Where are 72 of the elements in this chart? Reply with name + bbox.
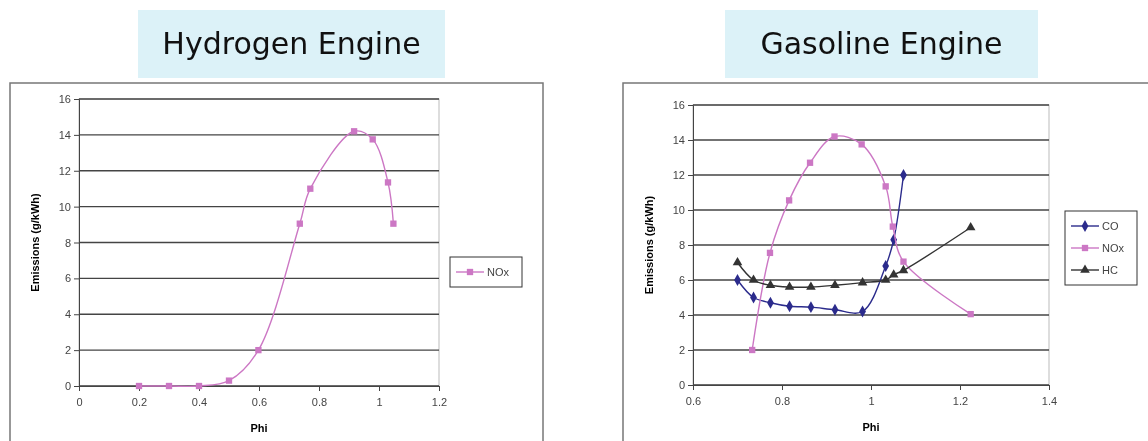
point [880, 274, 891, 283]
y-tick-label: 12 [58, 164, 71, 177]
x-tick-label: 0.6 [685, 395, 702, 408]
y-tick-label: 10 [58, 200, 71, 213]
y-tick-label: 12 [672, 169, 685, 182]
point [888, 269, 899, 278]
x-tick-label: 1 [376, 396, 383, 409]
point [390, 220, 397, 227]
point [898, 264, 909, 274]
x-tick-label: 0.8 [774, 395, 791, 408]
y-axis-title: Emissions (g/kWh) [29, 192, 41, 292]
x-tick-label: 0.8 [311, 396, 328, 409]
y-tick-label: 4 [678, 309, 685, 322]
point [255, 346, 262, 354]
y-tick-label: 10 [672, 204, 685, 217]
legend-label: HC [1102, 264, 1118, 276]
legend-label: CO [1102, 220, 1119, 232]
y-tick-label: 16 [672, 99, 685, 112]
point [784, 281, 795, 290]
x-tick-label: 1.2 [952, 395, 969, 408]
x-tick-label: 0 [76, 396, 83, 409]
x-axis-title: Phi [250, 422, 268, 434]
point [766, 249, 774, 257]
point [749, 346, 756, 354]
point [296, 220, 303, 227]
y-tick-label: 14 [672, 134, 685, 147]
x-tick-label: 1.4 [1041, 395, 1058, 408]
point [748, 274, 759, 283]
point [307, 185, 314, 192]
y-tick-label: 8 [64, 236, 71, 249]
point [831, 133, 838, 140]
point [830, 279, 840, 289]
point [765, 279, 776, 289]
point [806, 159, 814, 166]
chart-title: Hydrogen Engine [138, 10, 445, 78]
y-tick-label: 8 [678, 239, 685, 252]
point [967, 310, 974, 318]
x-axis-title: Phi [862, 421, 880, 433]
point [135, 382, 143, 390]
y-tick-label: 6 [64, 272, 71, 285]
point [732, 256, 743, 266]
chart-title: Gasoline Engine [725, 10, 1038, 78]
point [785, 197, 793, 204]
point [806, 281, 816, 290]
legend-label: NOx [487, 266, 510, 278]
y-tick-label: 16 [58, 93, 71, 106]
point [165, 382, 173, 390]
point [965, 221, 976, 231]
y-tick-label: 2 [678, 344, 685, 357]
point [882, 183, 889, 190]
point [858, 141, 865, 148]
y-axis-title: Emissions (g/kWh) [643, 195, 655, 295]
x-tick-label: 1.2 [431, 396, 448, 409]
point [857, 277, 868, 286]
point [384, 179, 392, 186]
y-tick-label: 2 [64, 344, 71, 357]
point [889, 223, 896, 230]
legend-label: NOx [1102, 242, 1125, 254]
y-tick-label: 4 [64, 308, 71, 321]
x-tick-label: 0.4 [191, 396, 208, 409]
x-tick-label: 1 [868, 395, 875, 408]
y-tick-label: 14 [58, 128, 71, 141]
point [369, 136, 376, 143]
x-tick-label: 0.6 [251, 396, 268, 409]
y-tick-label: 0 [64, 380, 71, 393]
y-tick-label: 0 [678, 379, 685, 392]
point [195, 382, 203, 390]
point [225, 377, 233, 384]
point [350, 128, 358, 135]
x-tick-label: 0.2 [131, 396, 148, 409]
y-tick-label: 6 [678, 274, 685, 287]
point [900, 258, 907, 265]
